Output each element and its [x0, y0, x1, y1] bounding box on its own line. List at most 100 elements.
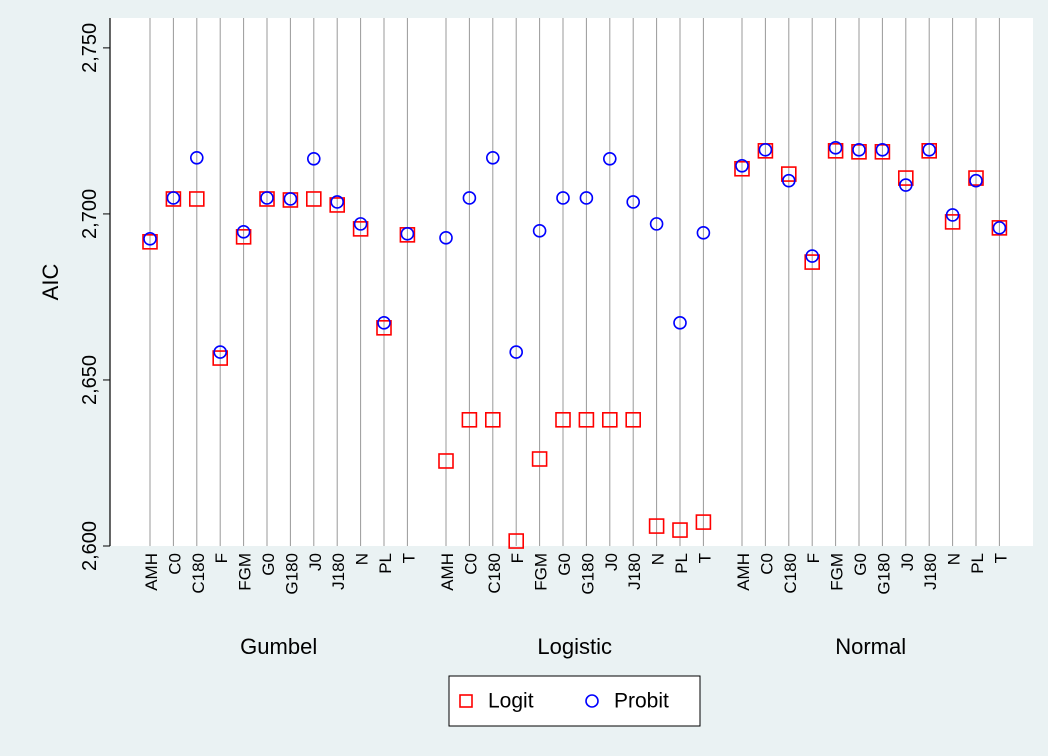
point — [922, 143, 937, 157]
x-tick-label: PL — [968, 553, 987, 574]
point — [555, 412, 571, 428]
x-tick-label: N — [649, 553, 668, 565]
point — [898, 178, 913, 192]
point — [352, 221, 369, 237]
x-tick-label: N — [353, 553, 372, 565]
x-tick-label: C0 — [757, 553, 776, 575]
legend-label: Probit — [614, 690, 669, 713]
point — [897, 170, 914, 186]
point — [696, 226, 711, 240]
x-tick-label: T — [695, 553, 714, 563]
plot-area — [110, 18, 1033, 546]
point — [695, 514, 712, 530]
legend-label: Logit — [488, 690, 534, 713]
y-tick-label: 2,600 — [79, 521, 101, 571]
x-tick-label: G180 — [874, 553, 893, 595]
x-tick-label: J0 — [602, 553, 621, 571]
x-tick-label: G0 — [851, 553, 870, 576]
point — [353, 217, 368, 231]
point — [213, 345, 227, 359]
point — [462, 191, 477, 205]
point — [142, 234, 158, 250]
point — [781, 173, 796, 188]
x-tick-label: C0 — [165, 553, 184, 575]
point — [602, 152, 617, 166]
point — [329, 197, 346, 213]
point — [852, 143, 866, 157]
x-tick-label: G0 — [555, 553, 574, 576]
point — [400, 227, 415, 241]
point — [190, 151, 204, 165]
point — [376, 320, 392, 336]
point — [672, 522, 688, 538]
point — [189, 191, 205, 207]
x-tick-label: G180 — [578, 553, 597, 595]
point — [579, 191, 594, 205]
point — [968, 170, 984, 186]
x-tick-label: J180 — [625, 553, 644, 590]
x-tick-label: G0 — [259, 553, 278, 576]
point — [143, 232, 157, 246]
point — [805, 249, 820, 263]
point — [212, 350, 228, 366]
point — [305, 191, 322, 207]
x-tick-label: J0 — [898, 553, 917, 571]
x-tick-label: J0 — [306, 553, 325, 571]
point — [601, 412, 618, 428]
point — [377, 316, 391, 330]
point — [484, 412, 501, 428]
x-tick-label: AMH — [734, 553, 753, 591]
point — [828, 141, 843, 155]
x-tick-label: F — [804, 553, 823, 563]
x-tick-label: T — [399, 553, 418, 563]
point — [735, 158, 749, 173]
point — [485, 151, 500, 165]
point — [945, 208, 960, 222]
point — [235, 229, 252, 245]
point — [625, 412, 642, 428]
x-tick-label: C180 — [781, 553, 800, 594]
point — [509, 345, 524, 359]
point — [734, 160, 750, 177]
point — [260, 191, 274, 205]
point — [874, 144, 891, 160]
point — [969, 173, 983, 188]
point — [992, 221, 1007, 235]
point — [283, 192, 298, 206]
x-tick-label: C180 — [485, 553, 504, 594]
y-tick-label: 2,750 — [79, 23, 101, 73]
x-tick-label: N — [945, 553, 964, 565]
point — [438, 453, 454, 469]
point — [236, 225, 251, 239]
x-tick-label: PL — [672, 553, 691, 574]
point — [851, 144, 867, 160]
point — [166, 191, 181, 205]
point — [306, 152, 321, 166]
point — [804, 254, 821, 270]
x-tick-label: C0 — [461, 553, 480, 575]
point — [780, 166, 797, 182]
x-tick-label: FGM — [828, 553, 847, 591]
x-tick-label: J180 — [329, 553, 348, 590]
point — [827, 143, 844, 159]
point — [626, 195, 641, 209]
legend-marker — [585, 694, 599, 708]
point — [649, 217, 664, 231]
x-tick-label: FGM — [236, 553, 255, 591]
point — [758, 143, 773, 157]
x-tick-label: C180 — [189, 553, 208, 594]
x-tick-label: FGM — [532, 553, 551, 591]
point — [648, 518, 665, 534]
point — [673, 316, 687, 330]
y-axis-title: AIC — [38, 264, 63, 301]
x-tick-label: AMH — [142, 553, 161, 591]
legend-marker — [459, 694, 473, 708]
point — [532, 224, 547, 238]
point — [578, 412, 595, 428]
point — [508, 533, 525, 549]
point — [330, 195, 345, 209]
group-label: Logistic — [537, 634, 612, 659]
x-tick-label: F — [508, 553, 527, 563]
point — [531, 451, 548, 467]
